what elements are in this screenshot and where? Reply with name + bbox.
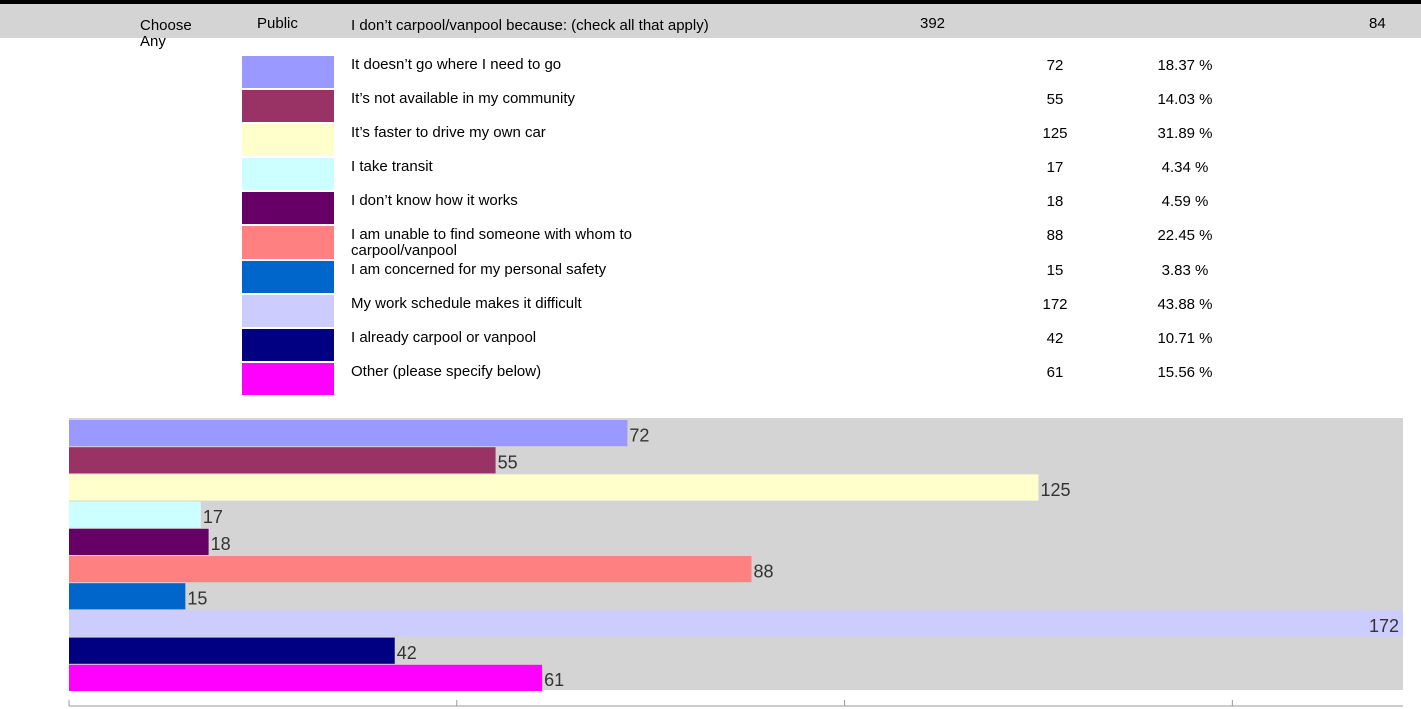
color-swatch	[242, 295, 334, 327]
color-swatch	[242, 56, 334, 88]
color-swatch	[242, 158, 334, 190]
answer-percent: 43.88 %	[1157, 296, 1213, 313]
visibility: Public	[257, 15, 298, 32]
answer-row: It’s faster to drive my own car 125 31.89 …	[0, 124, 1421, 156]
question: I don’t carpool/vanpool because: (check …	[351, 17, 709, 34]
color-swatch	[242, 90, 334, 122]
bar	[69, 583, 186, 610]
answer-percent: 4.59 %	[1161, 193, 1209, 210]
answer-percent: 4.34 %	[1161, 159, 1209, 176]
header-row: Choose Any Public I don’t carpool/vanpoo…	[0, 0, 1421, 50]
bar	[69, 664, 543, 691]
answer-percent: 22.45 %	[1157, 227, 1213, 244]
answer-percent: 31.89 %	[1157, 125, 1213, 142]
color-swatch	[242, 363, 334, 395]
bar	[69, 447, 496, 474]
answer-row: Other (please specify below) 61 15.56 %	[0, 363, 1421, 395]
question-type: Choose Any	[140, 17, 192, 50]
answer-label: I don’t know how it works	[351, 192, 518, 209]
bar	[69, 501, 201, 528]
bar-value-label: 18	[211, 534, 231, 554]
answer-count: 172	[1042, 296, 1068, 313]
answer-label: I am concerned for my personal safety	[351, 261, 607, 278]
answer-label: It doesn’t go where I need to go	[351, 56, 562, 73]
answer-label: I am unable to find someone with whom to…	[351, 226, 632, 259]
answer-label: Other (please specify below)	[351, 363, 542, 380]
bar	[69, 528, 209, 555]
answer-percent: 14.03 %	[1157, 91, 1213, 108]
respondents: 84	[1369, 15, 1386, 32]
bar-value-label: 88	[754, 561, 774, 581]
answer-count: 125	[1042, 125, 1068, 142]
color-swatch	[242, 124, 334, 156]
answer-percent: 15.56 %	[1157, 364, 1213, 381]
color-swatch	[242, 192, 334, 224]
bar-value-label: 15	[187, 589, 207, 609]
bar-value-label: 42	[397, 643, 417, 663]
color-swatch	[242, 261, 334, 293]
answer-count: 42	[1046, 330, 1064, 347]
bar	[69, 637, 395, 664]
color-swatch	[242, 226, 334, 259]
answer-row: I already carpool or vanpool 42 10.71 %	[0, 329, 1421, 361]
bar-value-label: 72	[629, 425, 649, 445]
answer-percent: 10.71 %	[1157, 330, 1213, 347]
color-swatch	[242, 329, 334, 361]
bar	[69, 420, 628, 447]
bar-chart: 72 55 125 17 18 88 15 172 42 61	[68, 418, 1403, 707]
answer-count: 61	[1046, 364, 1064, 381]
answer-count: 88	[1046, 227, 1064, 244]
answer-label: I take transit	[351, 158, 433, 175]
answer-count: 15	[1046, 262, 1064, 279]
answer-label: It’s not available in my community	[351, 90, 575, 107]
answer-count: 72	[1046, 57, 1064, 74]
answer-label: I already carpool or vanpool	[351, 329, 537, 346]
bar	[69, 610, 1403, 637]
answer-label: My work schedule makes it difficult	[351, 295, 582, 312]
answer-count: 55	[1046, 91, 1064, 108]
bar	[69, 556, 752, 583]
answer-row: I don’t know how it works 18 4.59 %	[0, 192, 1421, 224]
answer-row: I am concerned for my personal safety 15 3…	[0, 261, 1421, 293]
total: 392	[920, 15, 946, 32]
bar-value-label: 172	[1369, 616, 1399, 636]
bar	[69, 474, 1039, 501]
answer-percent: 3.83 %	[1161, 262, 1209, 279]
answer-row: My work schedule makes it difficult 172 43…	[0, 295, 1421, 327]
answer-count: 17	[1046, 159, 1064, 176]
answer-percent: 18.37 %	[1157, 57, 1213, 74]
bar-value-label: 125	[1040, 480, 1070, 500]
answer-row: It doesn’t go where I need to go 72 18.37 …	[0, 56, 1421, 88]
answer-count: 18	[1046, 193, 1064, 210]
answer-row: It’s not available in my community 55 14.0…	[0, 90, 1421, 122]
bar-value-label: 17	[203, 507, 223, 527]
answer-table: It doesn’t go where I need to go 72 18.37 …	[0, 56, 1421, 397]
bar-value-label: 55	[498, 453, 518, 473]
answer-row: I am unable to find someone with whom to…	[0, 226, 1421, 259]
answer-label: It’s faster to drive my own car	[351, 124, 546, 141]
answer-row: I take transit 17 4.34 %	[0, 158, 1421, 190]
bar-value-label: 61	[544, 670, 564, 690]
